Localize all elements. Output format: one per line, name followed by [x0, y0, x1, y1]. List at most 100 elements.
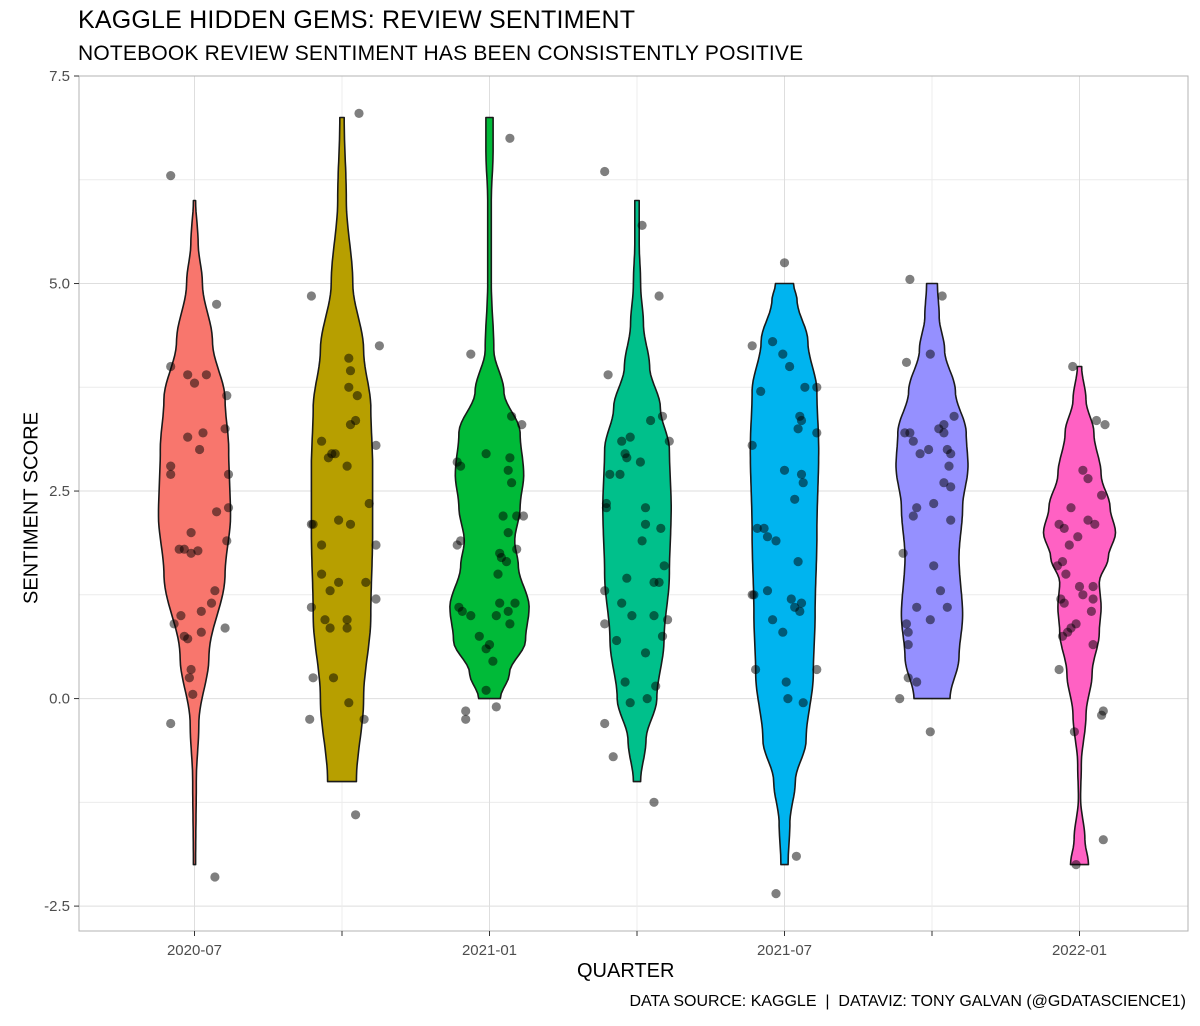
data-point — [371, 594, 381, 604]
data-point — [512, 544, 522, 554]
data-point — [1054, 664, 1064, 675]
data-point — [183, 370, 193, 380]
data-point — [484, 640, 495, 650]
data-point — [325, 623, 335, 633]
data-point — [456, 461, 466, 471]
data-point — [308, 673, 318, 683]
data-point — [210, 872, 220, 882]
data-point — [612, 635, 622, 646]
data-point — [457, 606, 467, 617]
data-point — [344, 698, 354, 708]
data-point — [903, 627, 913, 637]
data-point — [1083, 474, 1093, 484]
y-tick-label: 0.0 — [49, 691, 70, 708]
data-point — [747, 341, 757, 351]
data-point — [762, 532, 773, 542]
data-point — [664, 436, 674, 446]
data-point — [518, 511, 529, 521]
data-point — [1078, 465, 1088, 475]
data-point — [640, 519, 651, 529]
data-point — [785, 361, 795, 372]
data-point — [751, 664, 761, 675]
data-point — [461, 714, 471, 724]
y-tick-label: 5.0 — [49, 276, 70, 293]
data-point — [1064, 540, 1074, 550]
data-point — [903, 640, 913, 650]
data-point — [306, 291, 316, 301]
data-point — [1086, 606, 1096, 617]
data-point — [466, 611, 476, 621]
data-point — [196, 606, 206, 617]
data-point — [354, 108, 364, 118]
data-point — [935, 586, 946, 596]
data-point — [1098, 835, 1108, 845]
data-point — [622, 453, 632, 463]
x-tick-label: 2022-01 — [1052, 942, 1107, 959]
data-point — [186, 664, 196, 675]
data-point — [942, 602, 952, 612]
data-point — [600, 166, 610, 177]
data-point — [796, 469, 807, 479]
data-point — [749, 590, 759, 600]
data-point — [946, 449, 956, 459]
data-point — [901, 357, 912, 367]
data-point — [908, 436, 918, 446]
data-point — [620, 677, 630, 687]
data-point — [1100, 420, 1110, 430]
data-point — [305, 714, 315, 724]
violin-2021-04 — [602, 199, 672, 783]
panel-border — [78, 75, 1189, 932]
data-point — [622, 573, 632, 583]
data-point — [925, 349, 935, 359]
data-point — [212, 299, 222, 309]
data-point — [793, 557, 803, 567]
data-point — [1097, 490, 1107, 500]
data-point — [198, 428, 208, 438]
data-point — [905, 274, 915, 284]
data-point — [166, 171, 176, 181]
data-point — [183, 634, 193, 644]
data-point — [903, 673, 913, 683]
data-point — [812, 664, 822, 675]
data-point — [800, 382, 810, 392]
data-point — [939, 478, 949, 488]
data-point — [496, 552, 506, 563]
data-point — [371, 440, 381, 450]
data-point — [796, 415, 807, 426]
data-point — [779, 258, 790, 268]
data-point — [908, 511, 918, 521]
data-point — [752, 523, 762, 534]
data-point — [640, 503, 651, 513]
data-point — [912, 602, 922, 612]
data-point — [762, 586, 773, 596]
data-point — [771, 536, 781, 546]
data-point — [637, 220, 647, 230]
data-point — [334, 515, 344, 525]
data-point — [627, 611, 637, 621]
data-point — [351, 810, 361, 820]
data-point — [912, 503, 922, 513]
data-point — [220, 623, 230, 633]
data-point — [615, 469, 625, 479]
data-point — [461, 706, 471, 716]
data-point — [946, 515, 956, 525]
violin-2021-01 — [449, 116, 530, 700]
data-point — [649, 611, 659, 621]
data-point — [491, 611, 501, 621]
violin-2021-07 — [749, 282, 820, 866]
data-point — [196, 627, 206, 637]
data-point — [488, 656, 498, 666]
data-point — [359, 714, 369, 724]
data-point — [654, 291, 664, 301]
data-point — [510, 598, 520, 608]
y-axis-ticks: -2.5 0.0 2.5 5.0 7.5 — [44, 68, 79, 915]
data-point — [364, 498, 374, 509]
data-point — [796, 598, 807, 608]
data-point — [317, 540, 327, 550]
x-axis-label: QUARTER — [577, 960, 675, 982]
data-point — [779, 465, 790, 475]
data-point — [1059, 598, 1069, 608]
data-point — [791, 851, 802, 861]
data-point — [374, 341, 384, 351]
x-tick-label: 2020-07 — [167, 942, 222, 959]
